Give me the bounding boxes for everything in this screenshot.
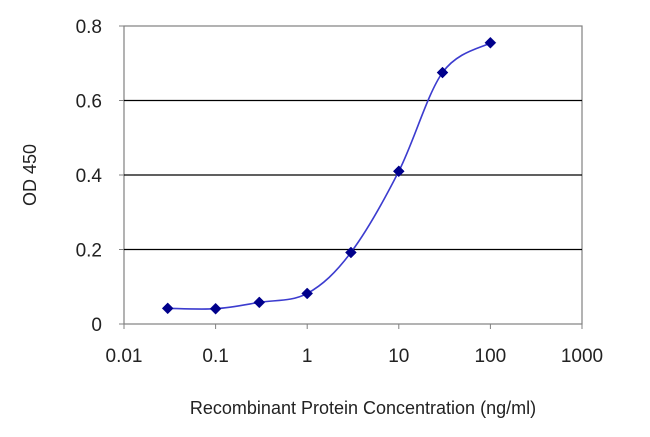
data-point bbox=[345, 246, 357, 259]
y-tick-label: 0 bbox=[91, 315, 102, 336]
y-tick-label: 0.4 bbox=[76, 166, 103, 187]
data-point bbox=[436, 66, 449, 79]
data-point bbox=[484, 36, 497, 49]
data-point bbox=[301, 287, 314, 300]
y-axis-title: OD 450 bbox=[20, 144, 40, 206]
y-tick-label: 0.6 bbox=[76, 92, 102, 113]
y-tick-label: 0.2 bbox=[76, 241, 102, 262]
x-axis-title: Recombinant Protein Concentration (ng/ml… bbox=[190, 398, 536, 418]
y-axis-ticks: 0 0.2 0.4 0.6 0.8 bbox=[76, 17, 124, 336]
y-tick-label: 0.8 bbox=[76, 17, 102, 38]
x-tick-label: 1000 bbox=[561, 346, 603, 367]
data-point bbox=[209, 302, 222, 315]
series bbox=[161, 36, 497, 315]
data-point bbox=[253, 296, 266, 309]
x-tick-label: 10 bbox=[388, 346, 409, 367]
series-line bbox=[167, 42, 491, 310]
data-point bbox=[161, 302, 174, 315]
x-tick-label: 100 bbox=[475, 346, 507, 367]
x-tick-label: 0.01 bbox=[106, 346, 143, 367]
x-axis-ticks: 0.01 0.1 1 10 100 1000 bbox=[106, 324, 603, 367]
data-point bbox=[392, 165, 405, 178]
x-tick-label: 1 bbox=[302, 346, 313, 367]
x-tick-label: 0.1 bbox=[202, 346, 228, 367]
